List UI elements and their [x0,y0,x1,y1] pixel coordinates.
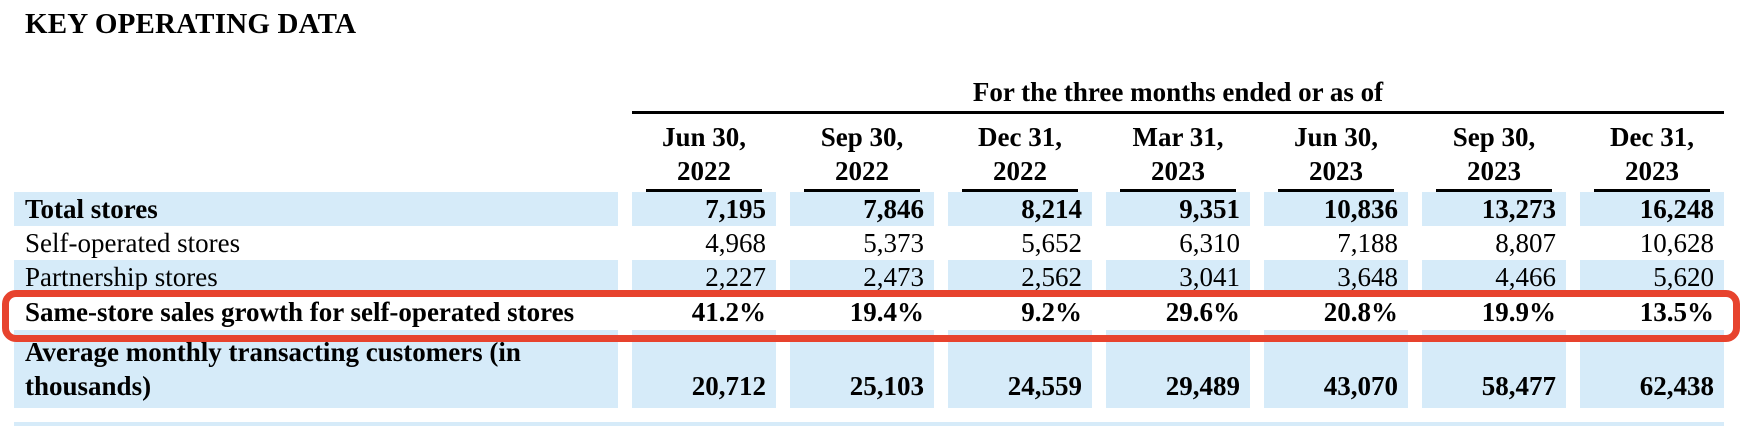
table-cell: 3,648 [1264,260,1408,294]
table-cell: 10,836 [1264,192,1408,226]
table-cell: 5,652 [1021,228,1082,258]
column-header-line1: Dec 31, [978,122,1062,152]
table-cell: 19.4% [849,297,924,327]
table-cell: 58,477 [1422,330,1566,408]
column-header-line2: 2023 [1467,156,1521,186]
table-cell: 13.5% [1639,297,1714,327]
table-cell: 7,195 [632,192,776,226]
spacer [14,62,618,114]
column-header-mar31-2023: Mar 31, 2023 [1106,114,1250,192]
column-header-dec31-2022: Dec 31, 2022 [948,114,1092,192]
table-cell: 25,103 [790,330,934,408]
table-cell: 62,438 [1580,330,1724,408]
spacer [14,114,618,192]
column-header-jun30-2023: Jun 30, 2023 [1264,114,1408,192]
table-cell: 4,968 [705,228,766,258]
row-label-self-operated-stores: Self-operated stores [25,228,241,258]
next-row-partial-strip [14,422,1724,426]
column-header-jun30-2022: Jun 30, 2022 [632,114,776,192]
page-title: KEY OPERATING DATA [25,8,357,40]
column-header-line1: Dec 31, [1610,122,1694,152]
table-cell: 2,227 [632,260,776,294]
table-cell: 7,846 [790,192,934,226]
table-cell: 41.2% [691,297,766,327]
row-label-partnership-stores: Partnership stores [14,260,618,294]
table-cell: 29.6% [1165,297,1240,327]
table-cell: 2,473 [790,260,934,294]
table-cell: 8,807 [1495,228,1556,258]
column-group-header: For the three months ended or as of [632,62,1724,114]
table-cell: 6,310 [1179,228,1240,258]
table-cell: 2,562 [948,260,1092,294]
table-cell: 4,466 [1422,260,1566,294]
table-cell: 5,620 [1580,260,1724,294]
row-label-average-monthly-transacting-customers: Average monthly transacting customers (i… [14,330,618,408]
table-cell: 24,559 [948,330,1092,408]
column-header-dec31-2023: Dec 31, 2023 [1580,114,1724,192]
column-header-line1: Jun 30, [661,122,747,152]
table-cell: 8,214 [948,192,1092,226]
key-operating-data-table: For the three months ended or as of Jun … [14,62,1724,408]
column-header-line2: 2023 [1151,156,1205,186]
table-cell: 3,041 [1106,260,1250,294]
table-cell: 10,628 [1639,228,1714,258]
column-header-line1: Sep 30, [1452,122,1536,152]
column-header-line2: 2022 [993,156,1047,186]
column-header-line2: 2022 [677,156,731,186]
column-header-sep30-2022: Sep 30, 2022 [790,114,934,192]
table-cell: 13,273 [1422,192,1566,226]
column-header-line1: Jun 30, [1293,122,1379,152]
row-label-total-stores: Total stores [14,192,618,226]
row-label-same-store-sales-growth: Same-store sales growth for self-operate… [25,297,575,327]
table-cell: 43,070 [1264,330,1408,408]
column-header-line2: 2023 [1625,156,1679,186]
table-cell: 5,373 [863,228,924,258]
column-header-sep30-2023: Sep 30, 2023 [1422,114,1566,192]
column-header-line2: 2022 [835,156,889,186]
column-header-line1: Sep 30, [820,122,904,152]
table-cell: 29,489 [1106,330,1250,408]
table-cell: 16,248 [1580,192,1724,226]
column-header-line1: Mar 31, [1132,122,1224,152]
table-cell: 19.9% [1481,297,1556,327]
table-cell: 9,351 [1106,192,1250,226]
table-cell: 7,188 [1337,228,1398,258]
table-cell: 20.8% [1323,297,1398,327]
table-cell: 9.2% [1021,297,1082,327]
table-cell: 20,712 [632,330,776,408]
column-header-line2: 2023 [1309,156,1363,186]
